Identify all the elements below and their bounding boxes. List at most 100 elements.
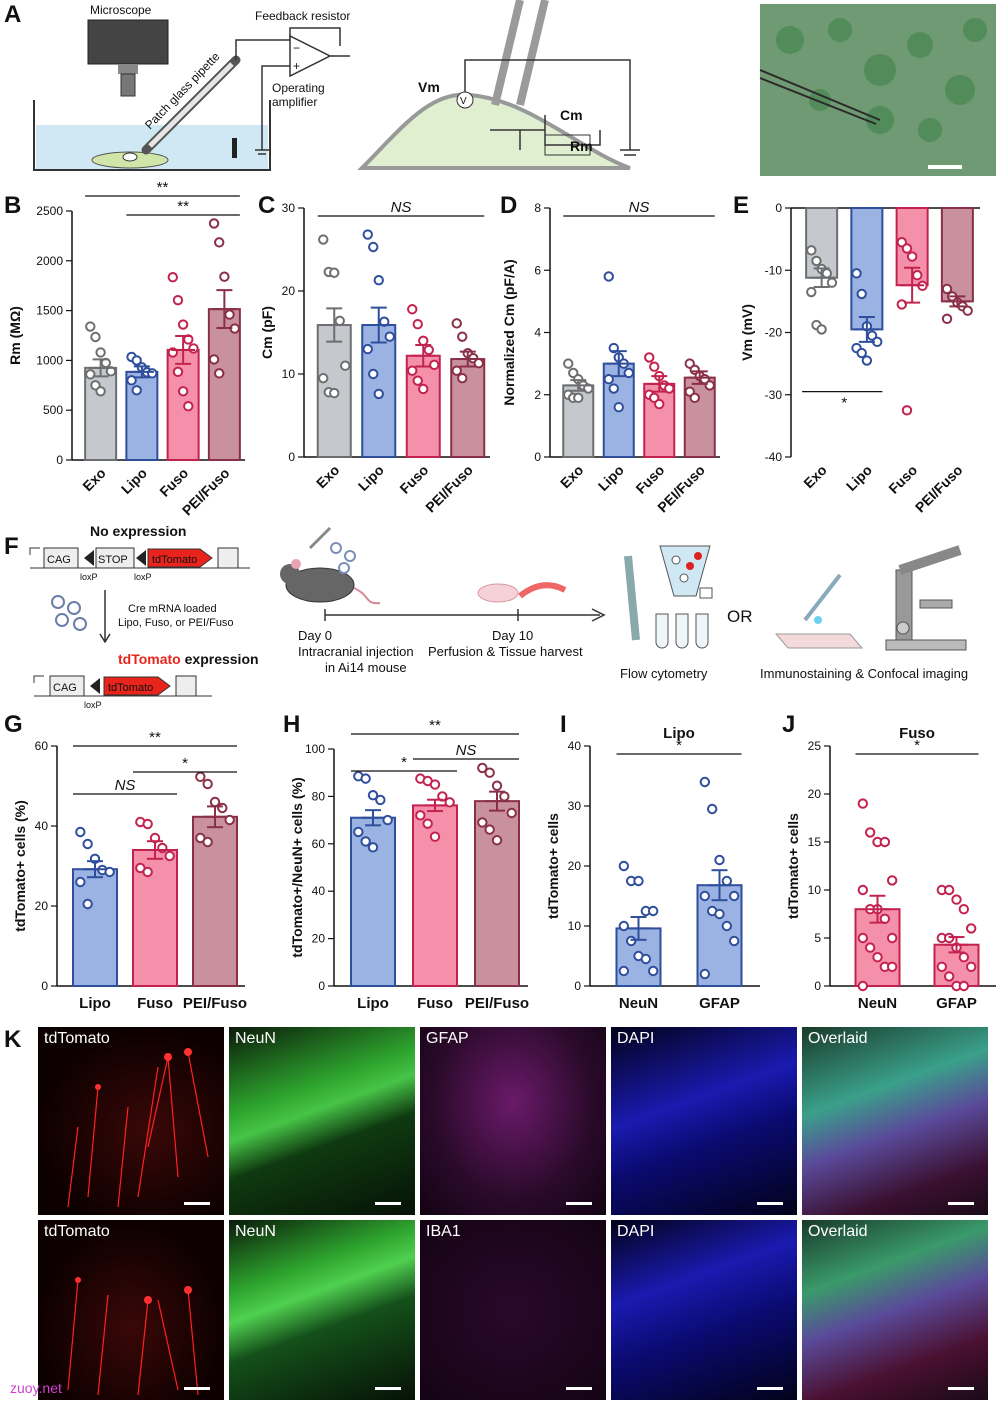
data-point — [407, 365, 418, 376]
data-point — [362, 229, 373, 240]
data-point — [806, 245, 817, 256]
data-point — [375, 794, 386, 806]
data-point — [704, 380, 715, 391]
micrograph-gfap-1: GFAP — [420, 1027, 606, 1215]
label-day10: Day 10 — [492, 628, 533, 643]
data-point — [936, 961, 948, 972]
data-point — [728, 890, 740, 902]
particles-mouse-icon — [330, 542, 356, 574]
data-point — [82, 898, 93, 910]
rm-box — [544, 134, 591, 156]
loxp-3-icon — [90, 678, 100, 694]
cag-box-1 — [43, 547, 79, 569]
micrograph-a-scalebar — [928, 165, 962, 169]
data-point — [177, 386, 189, 397]
sig-label: NS — [456, 742, 477, 759]
data-point — [177, 319, 189, 330]
micrograph-label-r2c3: IBA1 — [426, 1223, 461, 1240]
data-point — [90, 331, 101, 343]
x-tick-label: Fuso — [137, 995, 173, 1012]
data-point — [633, 875, 644, 887]
data-point — [721, 875, 733, 887]
y-axis-label: tdTomato+ cells — [545, 813, 561, 919]
x-tick-label: NeuN — [858, 995, 897, 1012]
chart-title: Lipo — [663, 725, 695, 742]
label-rm: Rm — [570, 138, 593, 154]
data-point — [217, 802, 228, 814]
schematic-a: A Microscope Patch glass pipette Feedbac… — [4, 0, 996, 176]
bar-pei-fuso — [192, 815, 238, 987]
x-tick-label: Exo — [79, 465, 108, 494]
data-point — [82, 838, 93, 850]
y-tick-label: 4 — [534, 326, 541, 340]
data-point — [728, 935, 740, 947]
y-tick-label: 80 — [312, 789, 326, 803]
data-point — [477, 762, 488, 774]
data-point — [172, 294, 184, 306]
neuron-traces-1 — [67, 1048, 209, 1208]
micrograph-label-r1c1: tdTomato — [44, 1030, 110, 1047]
data-point — [407, 304, 418, 315]
micrograph-dapi-1: DAPI — [611, 1027, 797, 1215]
micrograph-neun-1: NeuN — [229, 1027, 415, 1215]
data-point — [85, 369, 96, 380]
data-point — [188, 343, 199, 354]
scalebar-r2c4 — [757, 1387, 783, 1390]
scalebar-r1c5 — [948, 1202, 974, 1205]
scalebar-r1c1 — [184, 1202, 210, 1205]
y-tick-label: 20 — [35, 899, 49, 913]
micrograph-label-r1c5: Overlaid — [808, 1030, 868, 1047]
y-axis-label: Rm (MΩ) — [7, 306, 23, 365]
data-point — [647, 905, 659, 917]
y-axis-label: Cm (pF) — [259, 306, 275, 359]
scalebar-r1c2 — [375, 1202, 401, 1205]
sig-label: NS — [629, 199, 650, 216]
data-point — [943, 884, 955, 896]
data-point — [429, 831, 441, 842]
y-tick-label: 500 — [43, 403, 63, 417]
y-tick-label: 10 — [568, 919, 582, 933]
data-point — [429, 779, 441, 790]
data-point — [484, 767, 495, 778]
label-expression: tdTomato expression — [118, 651, 259, 667]
data-point — [806, 286, 817, 298]
y-tick-label: 2000 — [36, 254, 63, 268]
neuron-traces-2 — [67, 1277, 199, 1396]
sig-label: NS — [115, 777, 136, 794]
data-point — [360, 836, 371, 847]
x-tick-label: Fuso — [417, 995, 453, 1012]
micrograph-a-pipette — [759, 69, 881, 125]
data-point — [457, 372, 468, 384]
x-tick-label: GFAP — [699, 995, 740, 1012]
tube-icon — [624, 555, 640, 641]
data-point — [618, 860, 630, 872]
data-point — [318, 372, 329, 384]
panel-label-c: C — [258, 192, 275, 219]
chart-e: E 0 -10 -20 -30 -40 Vm (mV) Exo Lipo FusoPEI/Fuso… — [733, 192, 980, 515]
x-tick-label: PEI/Fuso — [422, 462, 476, 516]
y-tick-label: 6 — [534, 263, 541, 277]
data-point — [208, 218, 220, 229]
x-tick-label: Fuso — [632, 462, 667, 497]
data-point — [473, 358, 484, 369]
data-point — [706, 803, 718, 815]
data-point — [444, 797, 455, 808]
loxp-label-3: loxP — [84, 700, 102, 710]
data-point — [415, 810, 426, 821]
cag-label-1: CAG — [47, 554, 71, 566]
label-microscope: Microscope — [90, 3, 152, 17]
label-day0-l1: Intracranial injection — [298, 644, 414, 659]
label-flow: Flow cytometry — [620, 666, 708, 681]
data-point — [958, 980, 970, 992]
y-tick-label: 100 — [305, 742, 325, 756]
data-point — [864, 942, 876, 953]
chart-g: G 0 20 40 60 tdTomato+ cells (%) Lipo Fuso PEI/F… — [4, 711, 247, 1012]
data-point — [195, 771, 206, 782]
data-point — [886, 961, 898, 972]
scalebar-r2c1 — [184, 1387, 210, 1390]
y-tick-label: 0 — [775, 201, 782, 215]
data-point — [640, 953, 652, 965]
sig-label: ** — [429, 717, 441, 734]
data-point — [816, 324, 827, 335]
